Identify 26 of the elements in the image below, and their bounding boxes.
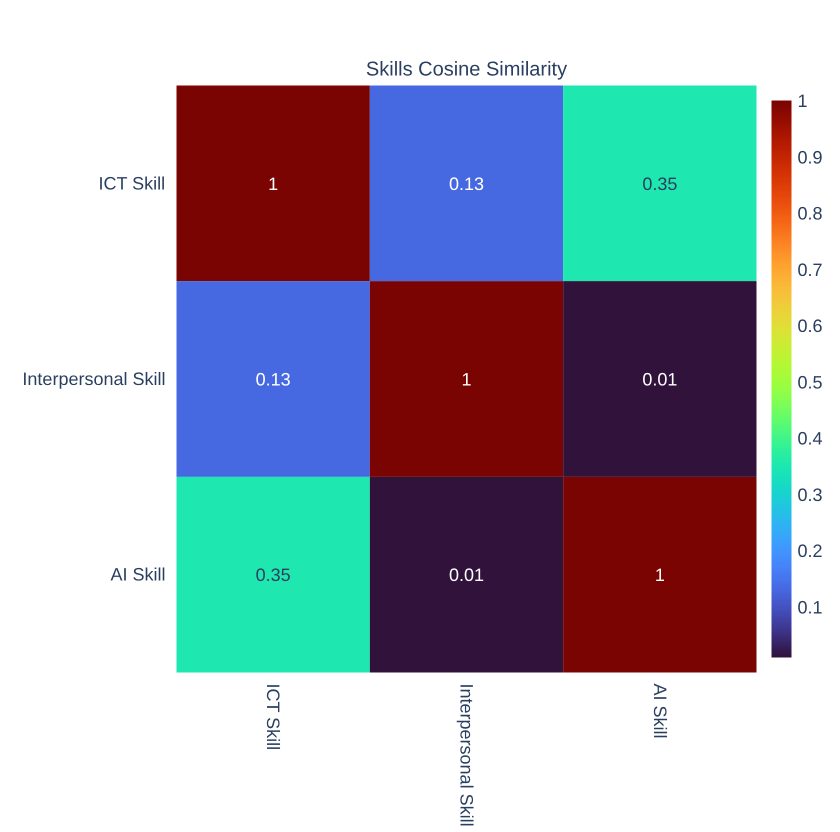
x-tick-label: AI Skill [650, 684, 670, 739]
y-tick-label: AI Skill [110, 564, 166, 585]
data-label: 0.35 [256, 565, 291, 586]
data-label: 0.35 [642, 174, 678, 194]
color-bar-label: 0.7 [798, 260, 823, 280]
data-label: 0.13 [448, 174, 484, 194]
color-bar-label: 1 [798, 91, 808, 111]
x-tick-label: ICT Skill [263, 684, 284, 750]
chart-title: Skills Cosine Similarity [366, 58, 568, 80]
color-bar-label: 0.1 [798, 597, 823, 618]
color-bar-label: 0.9 [798, 147, 823, 168]
data-label: 1 [268, 174, 278, 194]
color-bar-label: 0.8 [798, 204, 823, 224]
color-bar-label: 0.5 [798, 372, 823, 392]
y-tick-label: ICT Skill [98, 173, 166, 194]
data-label: 1 [461, 370, 472, 390]
color-bar-label: 0.6 [798, 316, 823, 336]
data-label: 1 [654, 565, 665, 586]
color-bar-label: 0.2 [798, 541, 823, 562]
data-label: 0.01 [448, 565, 484, 586]
color-bar-label: 0.3 [798, 484, 823, 505]
data-label: 0.13 [256, 370, 291, 390]
color-bar-label: 0.4 [798, 428, 823, 449]
y-tick-label: Interpersonal Skill [22, 369, 166, 389]
data-label: 0.01 [642, 370, 678, 390]
x-tick-label: Interpersonal Skill [456, 684, 476, 827]
